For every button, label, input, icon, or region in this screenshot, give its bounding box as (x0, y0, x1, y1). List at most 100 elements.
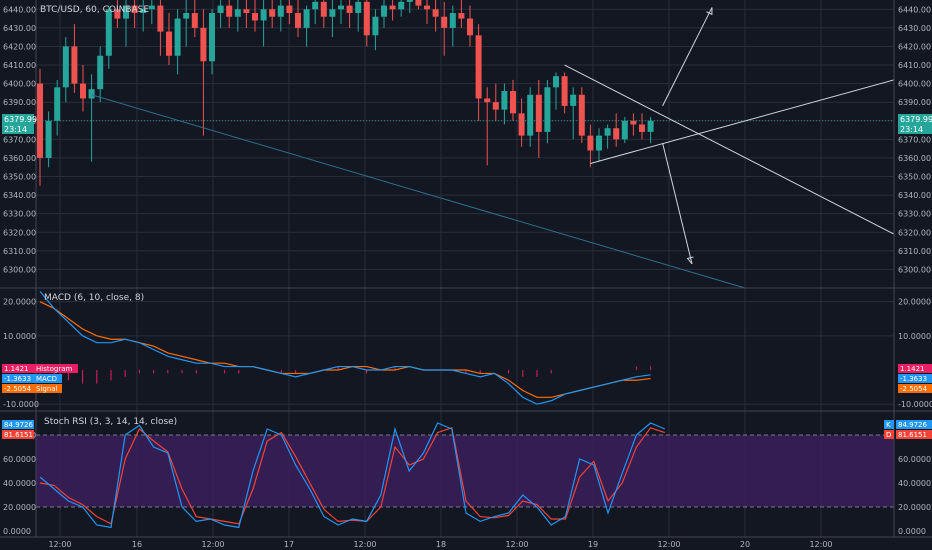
macd-tick-label-right: -10.0000 (898, 400, 932, 409)
time-tick-label: 19 (588, 540, 598, 549)
signal-line (39, 301, 651, 398)
candle-body (596, 135, 602, 151)
candle-body (45, 120, 52, 158)
candle-body (355, 1, 362, 14)
candle-body (295, 13, 301, 28)
last-price-marker-left (2, 114, 34, 124)
price-tick-label-right: 6400.00 (898, 80, 931, 89)
price-pane[interactable] (36, 0, 895, 289)
countdown-label-left: 23:14 (4, 125, 27, 134)
stoch-tick-label-left: 40.0000 (3, 479, 36, 488)
macd-tick-label-right: 20.0000 (898, 298, 931, 307)
price-tick-label-left: 6330.00 (3, 210, 36, 219)
signal-value-left: -2.5054 (4, 385, 32, 393)
candle-body (604, 128, 611, 136)
stoch-title: Stoch RSI (3, 3, 14, 14, close) (44, 417, 177, 427)
stoch-tick-label-left: 0.0000 (3, 527, 31, 536)
candle-body (372, 16, 379, 36)
candle-body (209, 13, 215, 62)
price-tick-label-right: 6340.00 (898, 191, 931, 200)
candle-body (131, 5, 138, 14)
candle-body (312, 1, 319, 10)
candle-body (226, 5, 233, 17)
stoch-tick-label-right: 0.0000 (898, 527, 926, 536)
k-value-right: 84.9726 (898, 421, 927, 429)
price-tick-label-left: 6430.00 (3, 24, 36, 33)
stoch-tick-label-left: 60.0000 (3, 455, 36, 464)
candle-body (183, 13, 190, 19)
price-tick-label-left: 6440.00 (3, 5, 36, 14)
price-tick-label-right: 6420.00 (898, 42, 931, 51)
macd-tick-label-left: 20.0000 (3, 298, 36, 307)
candle-body (630, 120, 637, 125)
stoch-tick-label-right: 60.0000 (898, 455, 931, 464)
d-value-left: 81.6151 (4, 431, 33, 439)
d-value-box-right (896, 430, 932, 439)
breakout-up-arrow (662, 7, 713, 107)
candle-body (54, 87, 61, 121)
candle-body (398, 1, 405, 10)
macd-value-box-right (898, 374, 932, 383)
histogram-value-right: 1.1421 (900, 365, 925, 373)
candle-body (191, 13, 198, 28)
macd-pane[interactable] (39, 291, 652, 405)
price-tick-label-left: 6340.00 (3, 191, 36, 200)
candle-body (62, 46, 69, 88)
candle-body (424, 5, 430, 10)
time-tick-label: 12:00 (505, 540, 528, 549)
candle-body (114, 9, 121, 19)
candle-body (80, 83, 86, 99)
price-tick-label-right: 6300.00 (898, 265, 931, 274)
candle-body (432, 9, 439, 17)
countdown-label-right: 23:14 (900, 125, 923, 134)
signal-value-box-right (898, 384, 932, 393)
candle-body (415, 0, 422, 6)
signal-value-right: -2.5054 (900, 385, 928, 393)
price-tick-label-right: 6370.00 (898, 135, 931, 144)
price-tick-label-left: 6300.00 (3, 265, 36, 274)
macd-title: MACD (6, 10, close, 8) (44, 293, 144, 303)
countdown-marker-left (2, 124, 34, 134)
macd-tick-label-left: 10.0000 (3, 332, 36, 341)
stoch-pane[interactable] (36, 422, 894, 529)
candle-body (166, 31, 172, 56)
histogram-value-box-left (2, 364, 34, 373)
stoch-tick-label-right: 40.0000 (898, 479, 931, 488)
price-tick-label-right: 6390.00 (898, 98, 931, 107)
d-label: D (886, 431, 891, 439)
breakdown-down-arrow (662, 142, 693, 264)
candle-body (553, 76, 559, 88)
price-tick-label-left: 6420.00 (3, 42, 36, 51)
price-tick-label-left: 6360.00 (3, 154, 36, 163)
price-tick-label-left: 6370.00 (3, 135, 36, 144)
candle-body (217, 5, 224, 14)
candle-body (174, 18, 181, 56)
price-tick-label-right: 6360.00 (898, 154, 931, 163)
stoch-k-line (39, 422, 666, 529)
candle-body (320, 1, 327, 17)
candle-body (441, 16, 448, 28)
time-tick-label: 18 (436, 540, 446, 549)
countdown-marker-right (898, 124, 932, 134)
candle-body (535, 94, 542, 132)
price-tick-label-left: 6310.00 (3, 247, 36, 256)
histogram-value-left: 1.1421 (4, 365, 29, 373)
candle-body (338, 5, 344, 10)
macd-label-box (34, 374, 62, 383)
candle-body (269, 9, 276, 17)
price-tick-label-right: 6310.00 (898, 247, 931, 256)
candle-body (277, 5, 284, 17)
k-label: K (886, 421, 891, 429)
candle-body (527, 94, 534, 136)
candle-body (105, 9, 112, 56)
candle-body (621, 120, 628, 140)
candle-body (260, 9, 267, 21)
time-tick-label: 12:00 (657, 540, 680, 549)
time-tick-label: 12:00 (353, 540, 376, 549)
candle-body (71, 46, 78, 84)
signal-label-box (34, 384, 62, 393)
candle-body (406, 0, 413, 2)
symbol-title: BTC/USD, 60, COINBASE (40, 5, 149, 15)
k-label-box (884, 420, 894, 429)
